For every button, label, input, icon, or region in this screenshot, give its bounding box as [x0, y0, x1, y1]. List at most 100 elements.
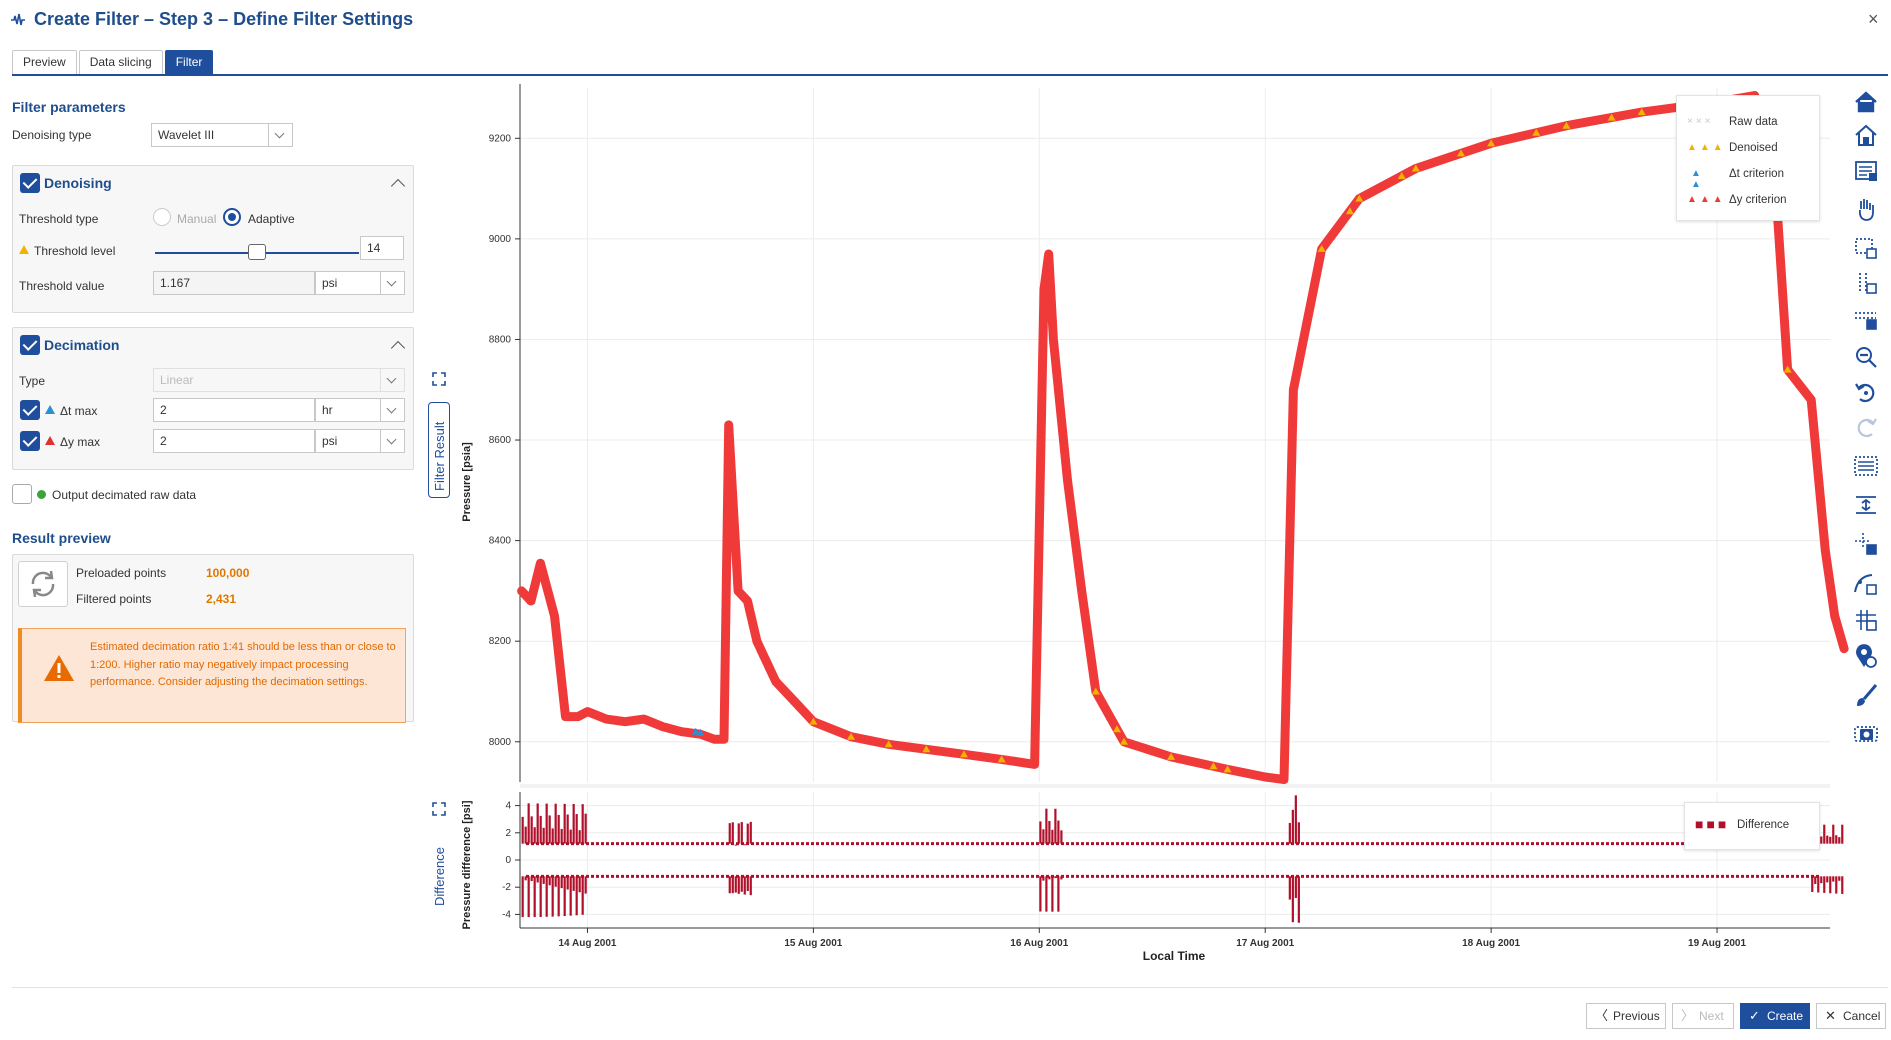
align-icon[interactable]	[1852, 491, 1880, 519]
dt-max-checkbox[interactable]	[20, 400, 40, 420]
dy-criterion-marker	[531, 578, 540, 586]
dy-criterion-marker	[734, 586, 743, 594]
legend-settings-icon[interactable]	[1852, 157, 1880, 185]
threshold-level-input[interactable]: 14	[360, 236, 404, 260]
dy-unit-select[interactable]: psi	[315, 429, 405, 453]
filter-result-panel-tab[interactable]: Filter Result	[428, 402, 450, 498]
dy-criterion-marker	[1098, 700, 1107, 708]
legend-dt-criterion-label: Δt criterion	[1729, 168, 1784, 180]
dy-criterion-marker	[1036, 486, 1045, 494]
dy-criterion-marker	[559, 698, 568, 706]
green-dot-icon	[37, 490, 46, 499]
decimation-card: Decimation Type Linear Δt max 2 hr Δy ma…	[12, 327, 414, 470]
horizontal-select-icon[interactable]	[1852, 305, 1880, 333]
dy-criterion-marker	[1059, 434, 1068, 442]
x-tick-label: 17 Aug 2001	[1236, 938, 1294, 949]
dy-criterion-marker	[526, 596, 535, 604]
cancel-button[interactable]: ✕ Cancel	[1816, 1003, 1886, 1029]
pin-search-icon[interactable]	[1852, 643, 1880, 671]
dy-max-checkbox[interactable]	[20, 431, 40, 451]
close-icon[interactable]: ×	[1868, 9, 1879, 29]
threshold-unit-select[interactable]: psi	[315, 271, 405, 295]
dy-criterion-marker	[1285, 530, 1294, 538]
dy-criterion-marker	[1037, 414, 1046, 422]
difference-bar	[551, 876, 554, 917]
difference-bar	[1838, 837, 1841, 844]
red-triangle-icon	[45, 436, 55, 445]
dy-criterion-marker	[723, 506, 732, 514]
adaptive-radio[interactable]	[223, 208, 241, 226]
difference-bar	[536, 803, 539, 844]
tick-labels: 14 Aug 2001 15 Aug 2001 16 Aug 2001 17 Aug …	[489, 133, 1747, 949]
chart-legend: ××× Raw data ▲▲▲ Denoised ▲ ▲ Δt criteri…	[1676, 95, 1820, 221]
previous-button[interactable]: 〈 Previous	[1586, 1003, 1666, 1029]
dy-criterion-marker	[1828, 595, 1837, 603]
dy-criterion-marker	[1057, 419, 1066, 427]
difference-bar	[530, 876, 533, 882]
difference-bar	[743, 844, 746, 846]
dy-criterion-marker	[1814, 471, 1823, 479]
expand-top-icon[interactable]	[432, 372, 446, 386]
refresh-button[interactable]	[18, 561, 68, 607]
dy-criterion-marker	[1075, 571, 1084, 579]
denoising-type-select[interactable]: Wavelet III	[151, 123, 293, 147]
difference-bar	[581, 876, 584, 915]
dy-criterion-marker	[1281, 732, 1290, 740]
dy-criterion-marker	[748, 617, 757, 625]
dy-criterion-marker	[721, 649, 730, 657]
manual-radio[interactable]	[153, 208, 171, 226]
tab-bar: Preview Data slicing Filter	[12, 50, 214, 74]
dt-max-input[interactable]: 2	[153, 398, 315, 422]
difference-bar	[539, 815, 542, 844]
grid-settings-icon[interactable]	[1852, 452, 1880, 480]
tab-preview[interactable]: Preview	[12, 50, 77, 74]
zoom-out-icon[interactable]	[1852, 343, 1880, 371]
tab-data-slicing[interactable]: Data slicing	[78, 50, 163, 74]
dt-unit-select[interactable]: hr	[315, 398, 405, 422]
output-decimated-checkbox[interactable]	[12, 484, 32, 504]
dy-criterion-marker	[1285, 544, 1294, 552]
dy-criterion-marker	[1383, 179, 1392, 187]
denoising-title: Denoising	[44, 175, 112, 191]
box-select-icon[interactable]	[1852, 234, 1880, 262]
tab-filter[interactable]: Filter	[164, 50, 214, 74]
vertical-select-icon[interactable]	[1852, 269, 1880, 297]
difference-bar	[1039, 821, 1042, 844]
brush-icon[interactable]	[1852, 682, 1880, 710]
dy-criterion-marker	[1053, 377, 1062, 385]
threshold-slider-thumb[interactable]	[248, 244, 266, 260]
denoising-type-label: Denoising type	[12, 128, 92, 142]
undo-icon[interactable]	[1852, 379, 1880, 407]
decimation-checkbox[interactable]	[20, 335, 40, 355]
dy-criterion-marker	[722, 535, 731, 543]
difference-bar	[1039, 876, 1042, 912]
curve-fit-icon[interactable]	[1852, 570, 1880, 598]
create-button[interactable]: ✓ Create	[1740, 1003, 1810, 1029]
denoised-marker	[1562, 121, 1571, 129]
pan-hand-icon[interactable]	[1852, 195, 1880, 223]
dy-criterion-marker	[1089, 673, 1098, 681]
denoising-checkbox[interactable]	[20, 173, 40, 193]
dy-criterion-marker	[1282, 660, 1291, 668]
camera-icon[interactable]	[1852, 718, 1880, 746]
home-alt-icon[interactable]	[1852, 122, 1880, 150]
dy-criterion-marker	[1037, 400, 1046, 408]
difference-bar	[578, 876, 581, 893]
grid-toggle-icon[interactable]	[1852, 606, 1880, 634]
difference-bar	[1820, 836, 1823, 844]
difference-bar	[749, 876, 752, 896]
x-tick-label: 14 Aug 2001	[558, 938, 616, 949]
denoised-marker	[1783, 365, 1792, 373]
expand-bottom-icon[interactable]	[432, 802, 446, 816]
difference-bar	[527, 803, 530, 844]
dy-criterion-marker	[1033, 601, 1042, 609]
home-icon[interactable]	[1852, 88, 1880, 116]
next-button[interactable]: 〉 Next	[1672, 1003, 1734, 1029]
preloaded-points-value: 100,000	[206, 566, 250, 580]
dy-criterion-marker	[1284, 573, 1293, 581]
difference-bar	[548, 876, 551, 886]
crosshair-icon[interactable]	[1852, 530, 1880, 558]
redo-icon[interactable]	[1852, 414, 1880, 442]
dy-max-input[interactable]: 2	[153, 429, 315, 453]
dt-max-label: Δt max	[60, 404, 98, 418]
